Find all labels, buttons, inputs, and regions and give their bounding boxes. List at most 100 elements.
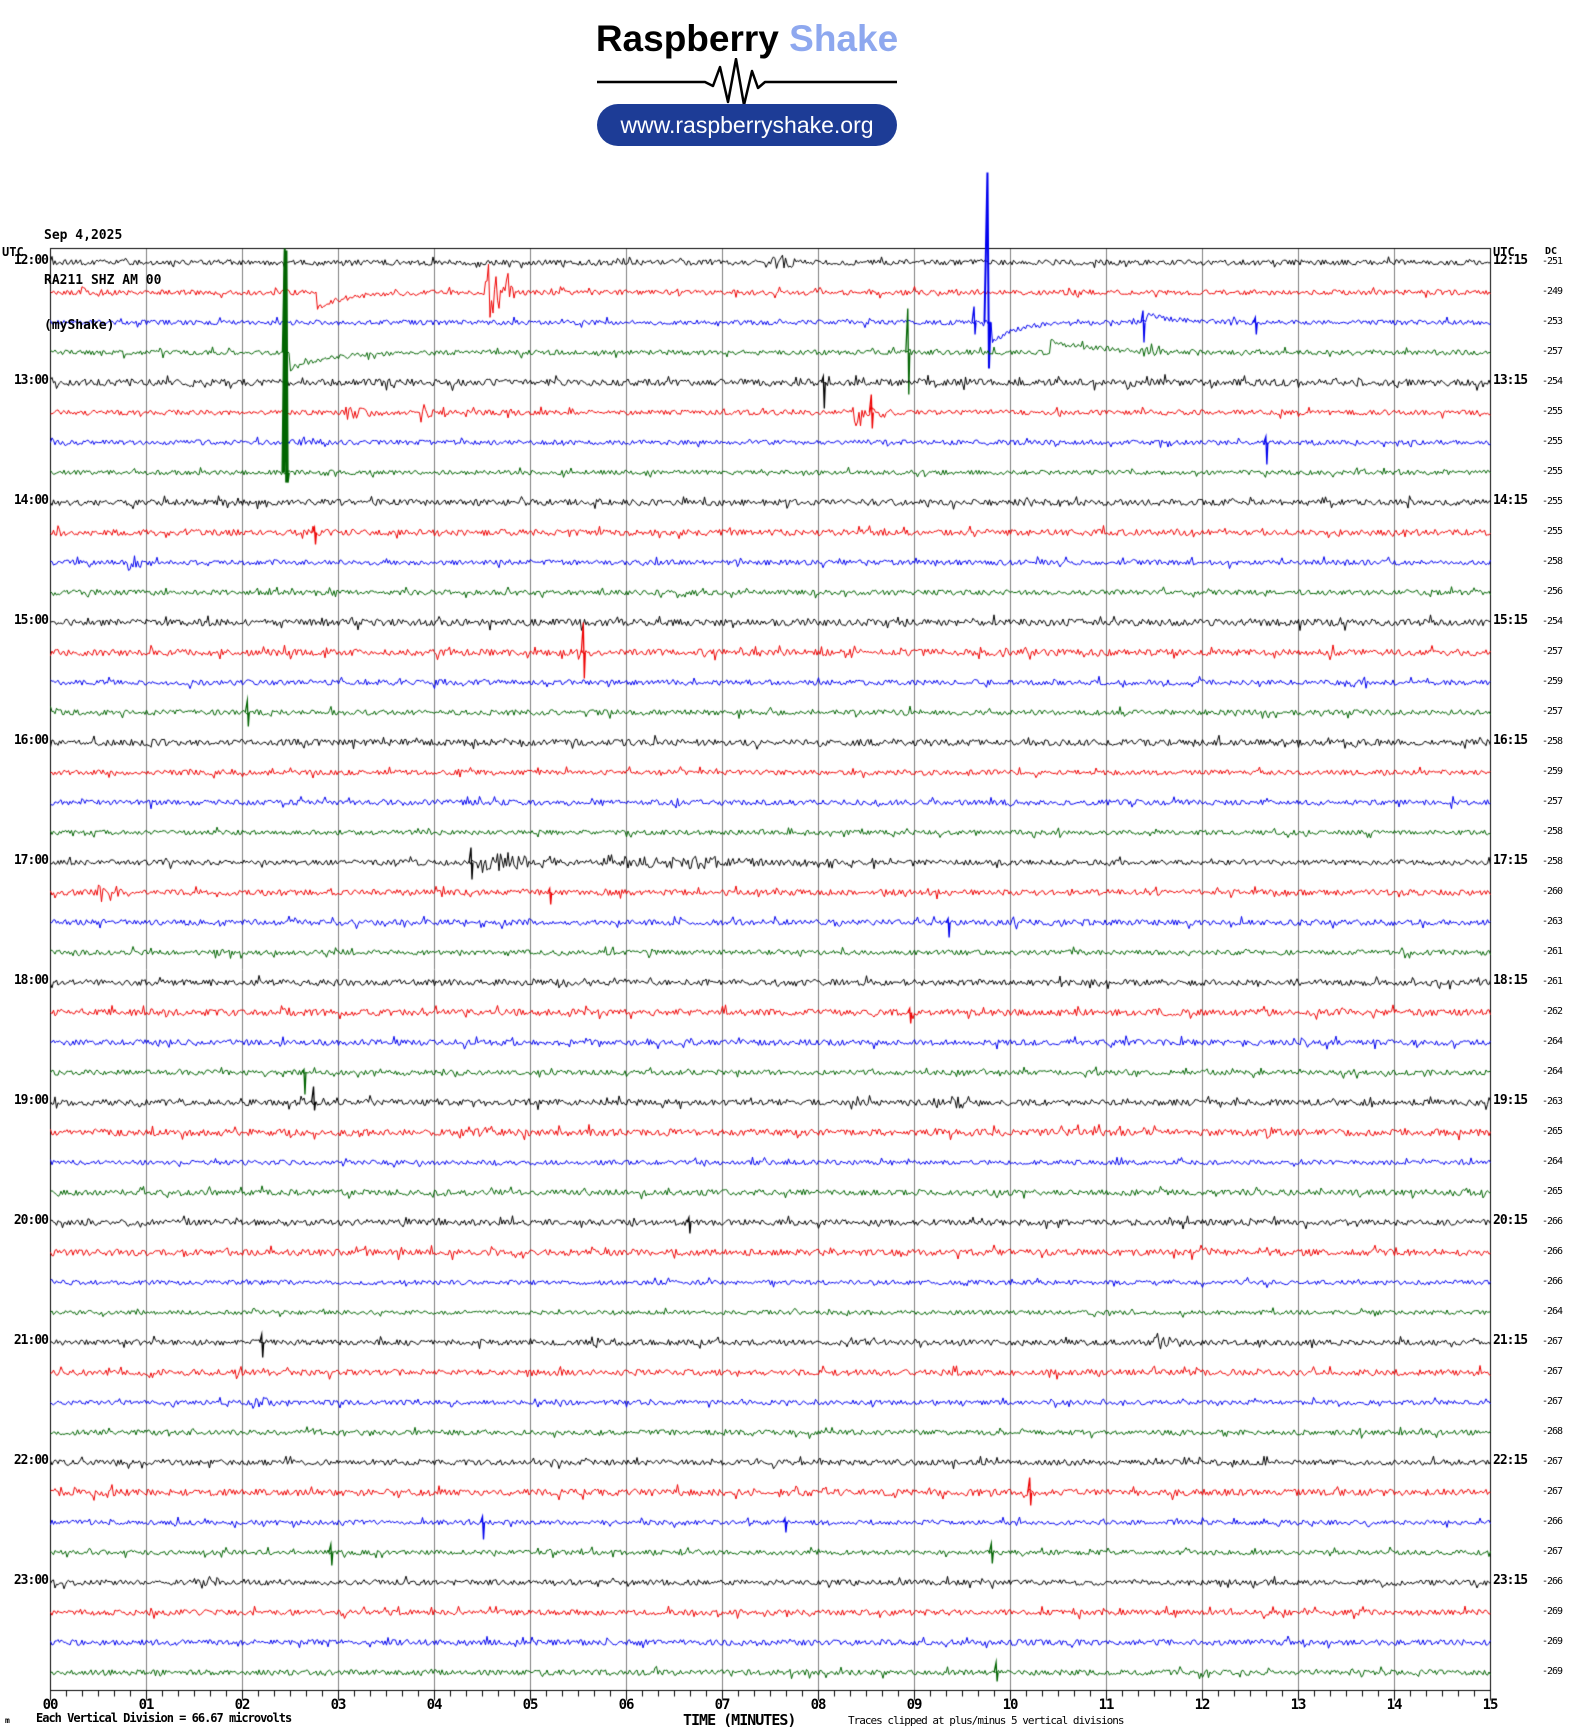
row-dc-value: -265 <box>1542 1126 1563 1137</box>
x-axis-tick-label: 13 <box>1290 1697 1307 1713</box>
row-dc-value: -258 <box>1542 556 1563 567</box>
row-dc-value: -255 <box>1542 526 1563 537</box>
logo-text-raspberry: Raspberry <box>595 18 779 59</box>
row-left-time-label: 12:00 <box>13 253 49 268</box>
row-right-time-label: 17:15 <box>1493 853 1528 868</box>
x-axis-tick-label: 14 <box>1386 1697 1403 1713</box>
x-axis-tick-label: 04 <box>426 1697 443 1713</box>
row-dc-value: -267 <box>1542 1396 1563 1407</box>
row-dc-value: -255 <box>1542 436 1563 447</box>
row-right-time-label: 16:15 <box>1493 733 1528 748</box>
row-dc-value: -269 <box>1542 1666 1563 1677</box>
row-dc-value: -266 <box>1542 1516 1563 1527</box>
row-dc-value: -269 <box>1542 1636 1563 1647</box>
x-axis-tick-label: 00 <box>42 1697 59 1713</box>
row-dc-value: -263 <box>1542 916 1563 927</box>
row-right-time-label: 22:15 <box>1493 1453 1528 1468</box>
row-dc-value: -258 <box>1542 856 1563 867</box>
row-right-time-label: 19:15 <box>1493 1093 1528 1108</box>
row-dc-value: -256 <box>1542 586 1563 597</box>
station-network: (myShake) <box>44 318 115 333</box>
row-left-time-label: 19:00 <box>13 1093 49 1108</box>
row-dc-value: -264 <box>1542 1066 1563 1077</box>
row-dc-value: -255 <box>1542 406 1563 417</box>
row-dc-value: -262 <box>1542 1006 1563 1017</box>
row-left-time-label: 21:00 <box>13 1333 49 1348</box>
row-dc-value: -257 <box>1542 646 1563 657</box>
row-left-time-label: 13:00 <box>13 373 49 388</box>
row-dc-value: -267 <box>1542 1456 1563 1467</box>
x-axis-tick-label: 10 <box>1002 1697 1019 1713</box>
logo-text-shake: Shake <box>789 18 899 59</box>
row-dc-value: -267 <box>1542 1336 1563 1347</box>
row-dc-value: -258 <box>1542 826 1563 837</box>
row-dc-value: -261 <box>1542 946 1563 957</box>
row-dc-value: -264 <box>1542 1036 1563 1047</box>
row-dc-value: -259 <box>1542 676 1563 687</box>
station-info: Sep 4,2025 RA211 SHZ AM 00 (myShake) <box>44 198 161 348</box>
url-pill[interactable]: www.raspberryshake.org <box>597 104 897 146</box>
logo: Raspberry Shake <box>0 18 1494 60</box>
row-right-time-label: 23:15 <box>1493 1573 1528 1588</box>
row-dc-value: -264 <box>1542 1156 1563 1167</box>
row-dc-value: -249 <box>1542 286 1563 297</box>
row-dc-value: -269 <box>1542 1606 1563 1617</box>
x-axis-tick-label: 06 <box>618 1697 635 1713</box>
row-dc-value: -255 <box>1542 496 1563 507</box>
row-dc-value: -264 <box>1542 1306 1563 1317</box>
vertical-division-note: Each Vertical Division = 66.67 microvolt… <box>36 1711 292 1725</box>
url-text: www.raspberryshake.org <box>620 111 874 138</box>
row-left-time-label: 22:00 <box>13 1453 49 1468</box>
seismic-waveform-icon <box>597 58 897 106</box>
x-axis-tick-label: 02 <box>234 1697 251 1713</box>
row-right-time-label: 14:15 <box>1493 493 1528 508</box>
dc-column-header: DC <box>1545 246 1558 257</box>
row-dc-value: -265 <box>1542 1186 1563 1197</box>
row-dc-value: -254 <box>1542 376 1563 387</box>
x-axis-tick-label: 08 <box>810 1697 827 1713</box>
row-left-time-label: 17:00 <box>13 853 49 868</box>
x-axis-tick-label: 01 <box>138 1697 155 1713</box>
row-dc-value: -267 <box>1542 1366 1563 1377</box>
row-right-time-label: 13:15 <box>1493 373 1528 388</box>
row-right-time-label: 20:15 <box>1493 1213 1528 1228</box>
row-dc-value: -266 <box>1542 1216 1563 1227</box>
x-axis-tick-label: 11 <box>1098 1697 1115 1713</box>
x-axis-tick-label: 05 <box>522 1697 539 1713</box>
row-dc-value: -266 <box>1542 1276 1563 1287</box>
row-right-time-label: 18:15 <box>1493 973 1528 988</box>
x-axis-tick-label: 15 <box>1482 1697 1499 1713</box>
row-dc-value: -267 <box>1542 1546 1563 1557</box>
station-id: RA211 SHZ AM 00 <box>44 273 162 288</box>
row-dc-value: -253 <box>1542 316 1563 327</box>
station-date: Sep 4,2025 <box>44 228 123 243</box>
row-dc-value: -257 <box>1542 796 1563 807</box>
row-left-time-label: 18:00 <box>13 973 49 988</box>
row-right-time-label: 12:15 <box>1493 253 1528 268</box>
row-dc-value: -259 <box>1542 766 1563 777</box>
utc-label-left: UTC <box>2 245 24 259</box>
corner-mark: m <box>5 1716 10 1725</box>
utc-label-right: UTC <box>1493 245 1515 259</box>
row-dc-value: -258 <box>1542 736 1563 747</box>
row-left-time-label: 14:00 <box>13 493 49 508</box>
row-dc-value: -267 <box>1542 1486 1563 1497</box>
row-dc-value: -266 <box>1542 1246 1563 1257</box>
clip-note: Traces clipped at plus/minus 5 vertical … <box>848 1714 1125 1727</box>
row-dc-value: -263 <box>1542 1096 1563 1107</box>
row-left-time-label: 20:00 <box>13 1213 49 1228</box>
x-axis-tick-label: 03 <box>330 1697 347 1713</box>
row-dc-value: -255 <box>1542 466 1563 477</box>
x-axis-tick-label: 07 <box>714 1697 731 1713</box>
row-left-time-label: 16:00 <box>13 733 49 748</box>
row-left-time-label: 15:00 <box>13 613 49 628</box>
row-left-time-label: 23:00 <box>13 1573 49 1588</box>
row-right-time-label: 15:15 <box>1493 613 1528 628</box>
row-dc-value: -257 <box>1542 346 1563 357</box>
row-dc-value: -260 <box>1542 886 1563 897</box>
x-axis-title: TIME (MINUTES) <box>683 1711 796 1729</box>
row-dc-value: -268 <box>1542 1426 1563 1437</box>
row-dc-value: -261 <box>1542 976 1563 987</box>
